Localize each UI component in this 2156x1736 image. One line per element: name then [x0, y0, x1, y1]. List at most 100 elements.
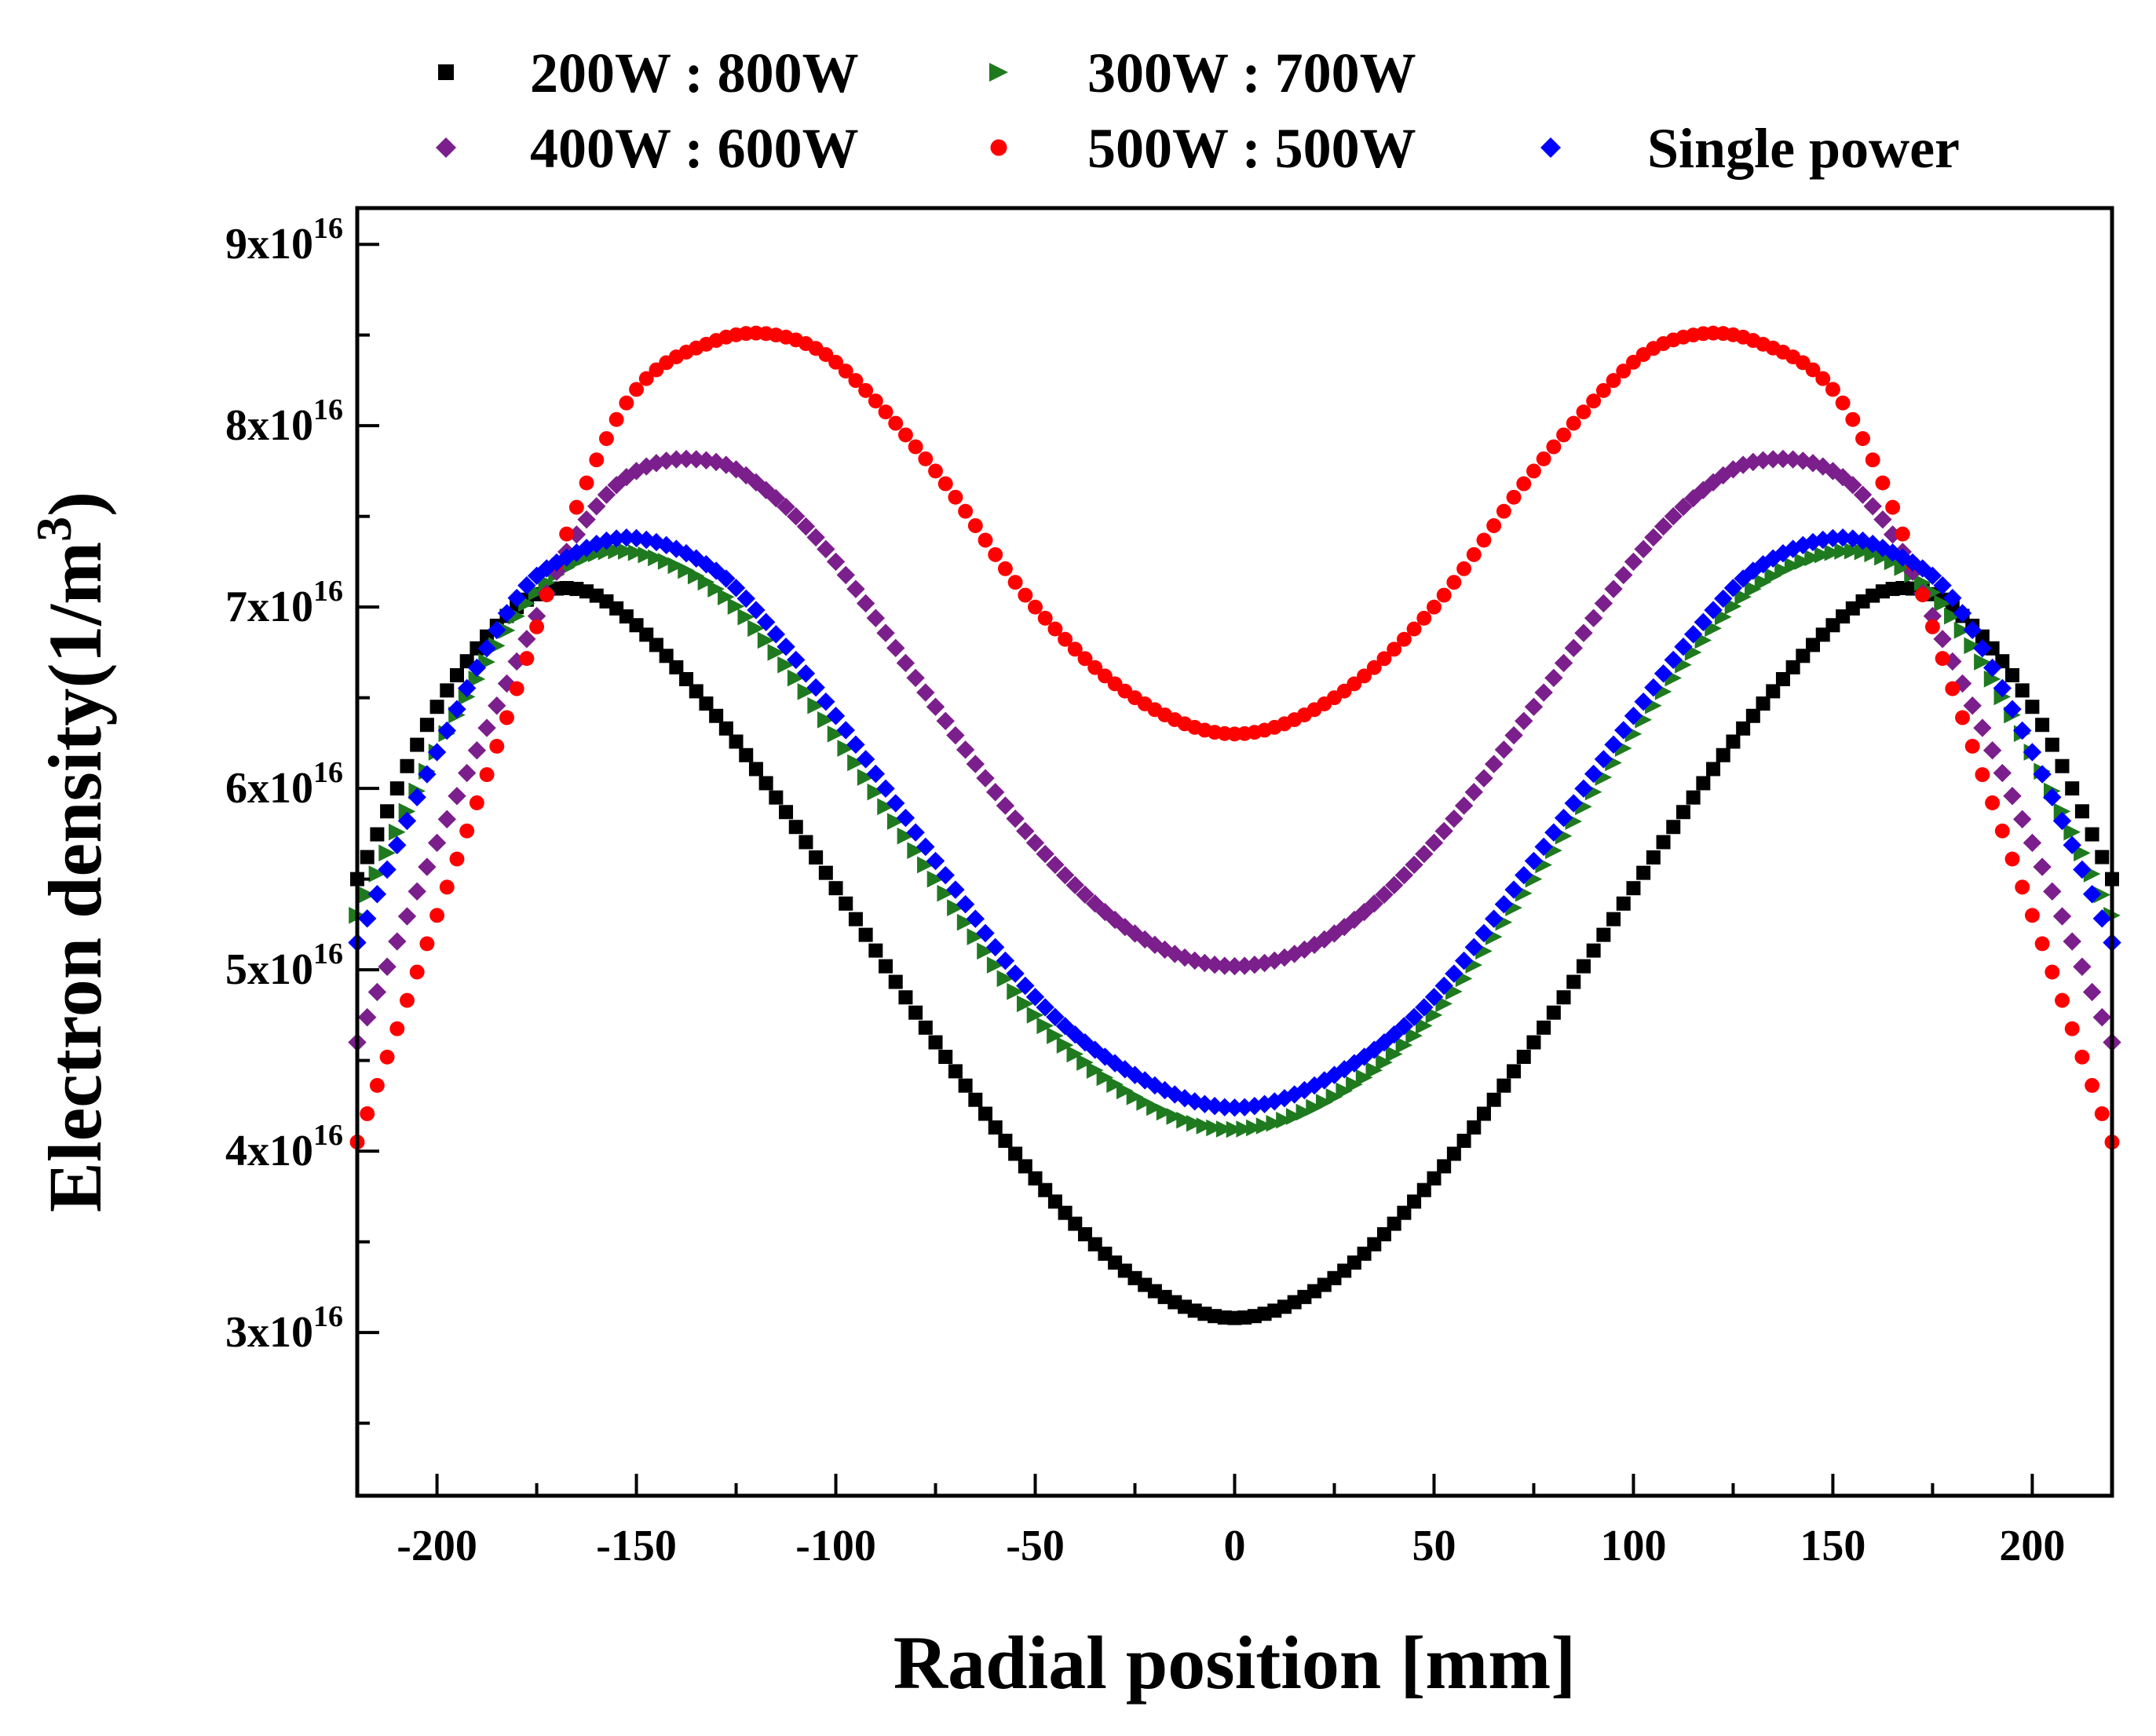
data-point	[1745, 580, 1762, 598]
data-point	[836, 565, 855, 585]
data-point	[457, 678, 477, 698]
data-point	[1047, 1194, 1062, 1209]
data-point	[1955, 710, 1970, 725]
data-point	[1055, 865, 1075, 885]
data-point	[1375, 1032, 1394, 1052]
data-point	[1784, 557, 1802, 575]
data-point	[1964, 739, 1980, 754]
legend-item: 300W : 700W	[989, 42, 1416, 104]
data-point	[1634, 539, 1653, 559]
data-point	[667, 450, 686, 469]
data-point	[1058, 1205, 1073, 1220]
data-point	[1494, 740, 1514, 759]
data-point	[1614, 721, 1633, 740]
data-point	[440, 683, 455, 698]
data-point	[1365, 1040, 1383, 1059]
data-point	[1076, 885, 1094, 905]
data-point	[638, 546, 656, 564]
data-point	[966, 909, 985, 928]
data-point	[407, 788, 426, 807]
data-point	[499, 710, 514, 725]
data-point	[380, 804, 395, 819]
data-point	[1387, 641, 1402, 657]
data-point	[1873, 539, 1892, 557]
data-point	[888, 415, 904, 431]
data-point	[908, 439, 923, 455]
data-point	[360, 1106, 375, 1121]
data-point	[1255, 1095, 1274, 1113]
data-point	[839, 896, 853, 911]
data-point	[1306, 1098, 1323, 1117]
data-point	[1436, 587, 1452, 603]
data-point	[2045, 964, 2060, 980]
data-point	[469, 795, 484, 810]
data-point	[958, 503, 974, 519]
data-point	[1365, 1062, 1383, 1079]
data-point	[2055, 758, 2070, 773]
data-point	[1566, 974, 1581, 989]
series-400w-600w	[348, 449, 2121, 1052]
data-point	[1454, 951, 1474, 970]
data-point	[1923, 606, 1942, 626]
data-point	[1205, 1096, 1224, 1116]
data-point	[986, 937, 1005, 957]
data-point	[1036, 1017, 1054, 1035]
data-point	[459, 654, 474, 669]
data-point	[1953, 622, 1971, 639]
data-point	[1096, 1069, 1114, 1087]
data-point	[2085, 827, 2099, 842]
data-point	[498, 622, 516, 639]
data-point	[627, 544, 645, 561]
data-point	[468, 671, 486, 688]
data-point	[1675, 805, 1690, 820]
data-point	[1734, 569, 1752, 588]
data-point	[958, 1078, 973, 1093]
data-point	[1865, 452, 1880, 468]
data-point	[697, 573, 715, 591]
data-point	[1574, 623, 1593, 642]
data-point	[1664, 650, 1683, 670]
data-point	[1734, 588, 1752, 606]
data-point	[437, 721, 456, 740]
data-point	[1028, 599, 1043, 615]
data-point	[888, 974, 903, 989]
data-point	[1763, 450, 1782, 469]
data-point	[1466, 546, 1482, 562]
data-point	[876, 623, 895, 642]
data-point	[488, 696, 506, 715]
data-point	[1025, 833, 1045, 853]
data-point	[817, 539, 835, 559]
data-point	[1255, 953, 1274, 973]
data-point	[1556, 990, 1571, 1005]
data-point	[1086, 1040, 1105, 1059]
data-point	[2082, 885, 2102, 904]
data-point	[677, 449, 696, 469]
data-point	[1336, 1082, 1353, 1100]
data-point	[1416, 1182, 1431, 1197]
data-point	[1365, 894, 1383, 913]
data-point	[1526, 1035, 1541, 1050]
data-point	[1883, 543, 1902, 562]
data-point	[1384, 875, 1404, 895]
data-point	[689, 684, 703, 699]
data-point	[589, 452, 605, 468]
data-point	[1775, 671, 1790, 686]
data-point	[1056, 1036, 1074, 1054]
data-point	[1696, 776, 1711, 791]
data-point	[1825, 382, 1840, 397]
data-point	[1943, 588, 1962, 608]
data-point	[1666, 820, 1681, 835]
data-point	[2043, 788, 2062, 807]
legend-label: Single power	[1647, 117, 1960, 180]
data-point	[1507, 1064, 1522, 1079]
data-point	[938, 1050, 953, 1065]
data-point	[1945, 681, 1960, 696]
data-point	[1265, 951, 1284, 970]
data-point	[1156, 1103, 1174, 1121]
data-point	[1744, 452, 1763, 472]
data-point	[449, 851, 465, 867]
data-point	[1504, 880, 1523, 899]
data-point	[926, 851, 945, 871]
data-point	[1246, 1119, 1263, 1137]
x-tick-label: -100	[795, 1522, 876, 1570]
